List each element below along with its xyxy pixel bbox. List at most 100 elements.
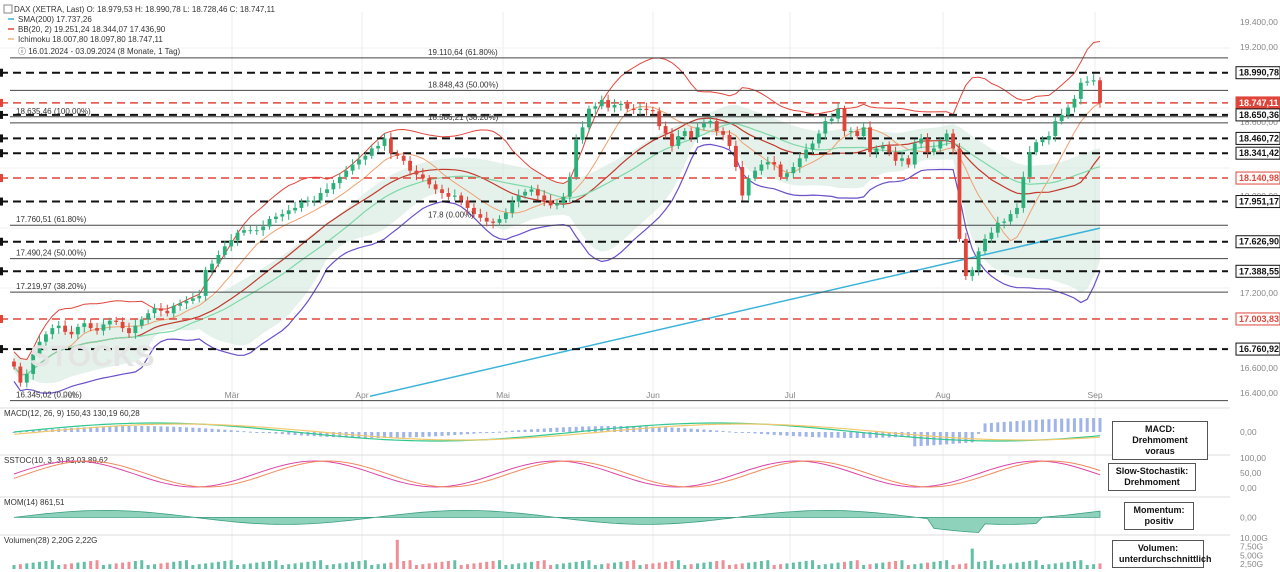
volume-bar <box>862 565 866 569</box>
macd-histogram-bar <box>830 432 834 438</box>
macd-histogram-bar <box>996 422 1000 432</box>
volume-bar <box>842 561 846 569</box>
candle-body <box>75 326 80 335</box>
macd-histogram-bar <box>31 430 35 432</box>
candle-body <box>689 131 694 138</box>
panel-label: MOM(14) 861,51 <box>4 498 65 507</box>
volume-bar <box>229 560 233 569</box>
candle-body <box>887 145 892 153</box>
volume-bar <box>236 565 240 569</box>
candle-body <box>989 232 994 239</box>
volume-bar <box>31 562 35 569</box>
volume-bar <box>600 564 604 569</box>
volume-bar <box>747 562 751 569</box>
candle-body <box>280 214 285 217</box>
candle-body <box>880 145 885 149</box>
candle-body <box>791 167 796 174</box>
volume-bar <box>715 561 719 569</box>
macd-histogram-bar <box>178 427 182 432</box>
macd-histogram-bar <box>1028 420 1032 432</box>
candle-body <box>714 121 719 132</box>
volume-bar <box>331 564 335 569</box>
candle-body <box>599 100 604 107</box>
macd-histogram-bar <box>389 432 393 438</box>
candle-body <box>810 143 815 150</box>
macd-histogram-bar <box>702 429 706 432</box>
macd-histogram-bar <box>1034 419 1038 432</box>
candle-body <box>906 158 911 165</box>
candle-body <box>733 145 738 168</box>
macd-histogram-bar <box>184 427 188 432</box>
volume-bar <box>676 560 680 569</box>
macd-histogram-bar <box>82 427 86 432</box>
macd-histogram-bar <box>779 432 783 436</box>
watermark: STOCKS <box>30 340 154 373</box>
bollinger-upper-line <box>13 41 1101 361</box>
candle-body <box>318 193 323 201</box>
macd-histogram-bar <box>255 432 259 433</box>
macd-histogram-bar <box>753 432 757 434</box>
fib-label: 19.110,64 (61.80%) <box>428 48 498 57</box>
candle-body <box>414 170 419 175</box>
volume-bar <box>38 561 42 569</box>
price-level-marker <box>0 98 3 107</box>
volume-bar <box>1009 563 1013 569</box>
candle-body <box>1027 152 1032 177</box>
candle-body <box>727 134 732 146</box>
volume-bar <box>989 560 993 569</box>
macd-histogram-bar <box>453 432 457 436</box>
momentum-area <box>13 510 1101 533</box>
macd-histogram-bar <box>1085 418 1089 432</box>
volume-bar <box>459 565 463 569</box>
volume-bar <box>25 563 29 569</box>
candle-body <box>69 331 74 335</box>
volume-bar <box>894 561 898 569</box>
candle-body <box>24 373 29 383</box>
candle-body <box>523 191 527 196</box>
y-tick-label: 19.400,00 <box>1240 17 1278 27</box>
candle-body <box>1046 136 1051 140</box>
macd-histogram-bar <box>472 432 476 434</box>
candle-body <box>855 131 860 137</box>
volume-bar <box>248 563 252 569</box>
candle-body <box>37 341 42 355</box>
candle-body <box>395 153 400 156</box>
price-box-label: 18.341,42 <box>1239 148 1279 158</box>
macd-histogram-bar <box>747 432 751 433</box>
volume-bar <box>325 565 329 569</box>
ichimoku-kijun-line <box>13 122 1101 376</box>
candle-body <box>759 164 764 171</box>
volume-bar <box>395 539 399 569</box>
candle-body <box>216 254 221 264</box>
volume-bar <box>498 560 502 569</box>
price-box-label: 17.388,55 <box>1239 266 1279 276</box>
macd-histogram-bar <box>849 432 853 438</box>
volume-bar <box>664 561 668 569</box>
candle-body <box>363 155 368 160</box>
panel-note: MACD: Drehmoment voraus <box>1112 421 1208 460</box>
candle-body <box>1040 139 1045 143</box>
price-box-label: 17.951,17 <box>1239 197 1279 207</box>
candle-body <box>133 325 138 334</box>
panel-tick-label: 10,00G <box>1240 533 1268 543</box>
candle-body <box>983 238 987 252</box>
volume-bar <box>427 563 431 569</box>
macd-histogram-bar <box>670 427 674 432</box>
y-tick-label: 19.200,00 <box>1240 42 1278 52</box>
macd-histogram-bar <box>459 432 463 435</box>
candle-body <box>350 164 355 171</box>
volume-bar <box>1028 561 1032 569</box>
candle-body <box>44 334 48 342</box>
volume-bar <box>702 562 706 569</box>
candle-body <box>663 126 668 134</box>
candle-body <box>650 109 655 112</box>
macd-histogram-bar <box>153 426 157 432</box>
price-level-marker <box>0 237 3 246</box>
volume-bar <box>849 561 853 569</box>
volume-bar <box>69 563 73 569</box>
macd-histogram-bar <box>1047 419 1051 432</box>
volume-bar <box>421 564 425 569</box>
candle-body <box>452 195 457 197</box>
candle-body <box>388 138 393 154</box>
volume-bar <box>280 565 284 569</box>
